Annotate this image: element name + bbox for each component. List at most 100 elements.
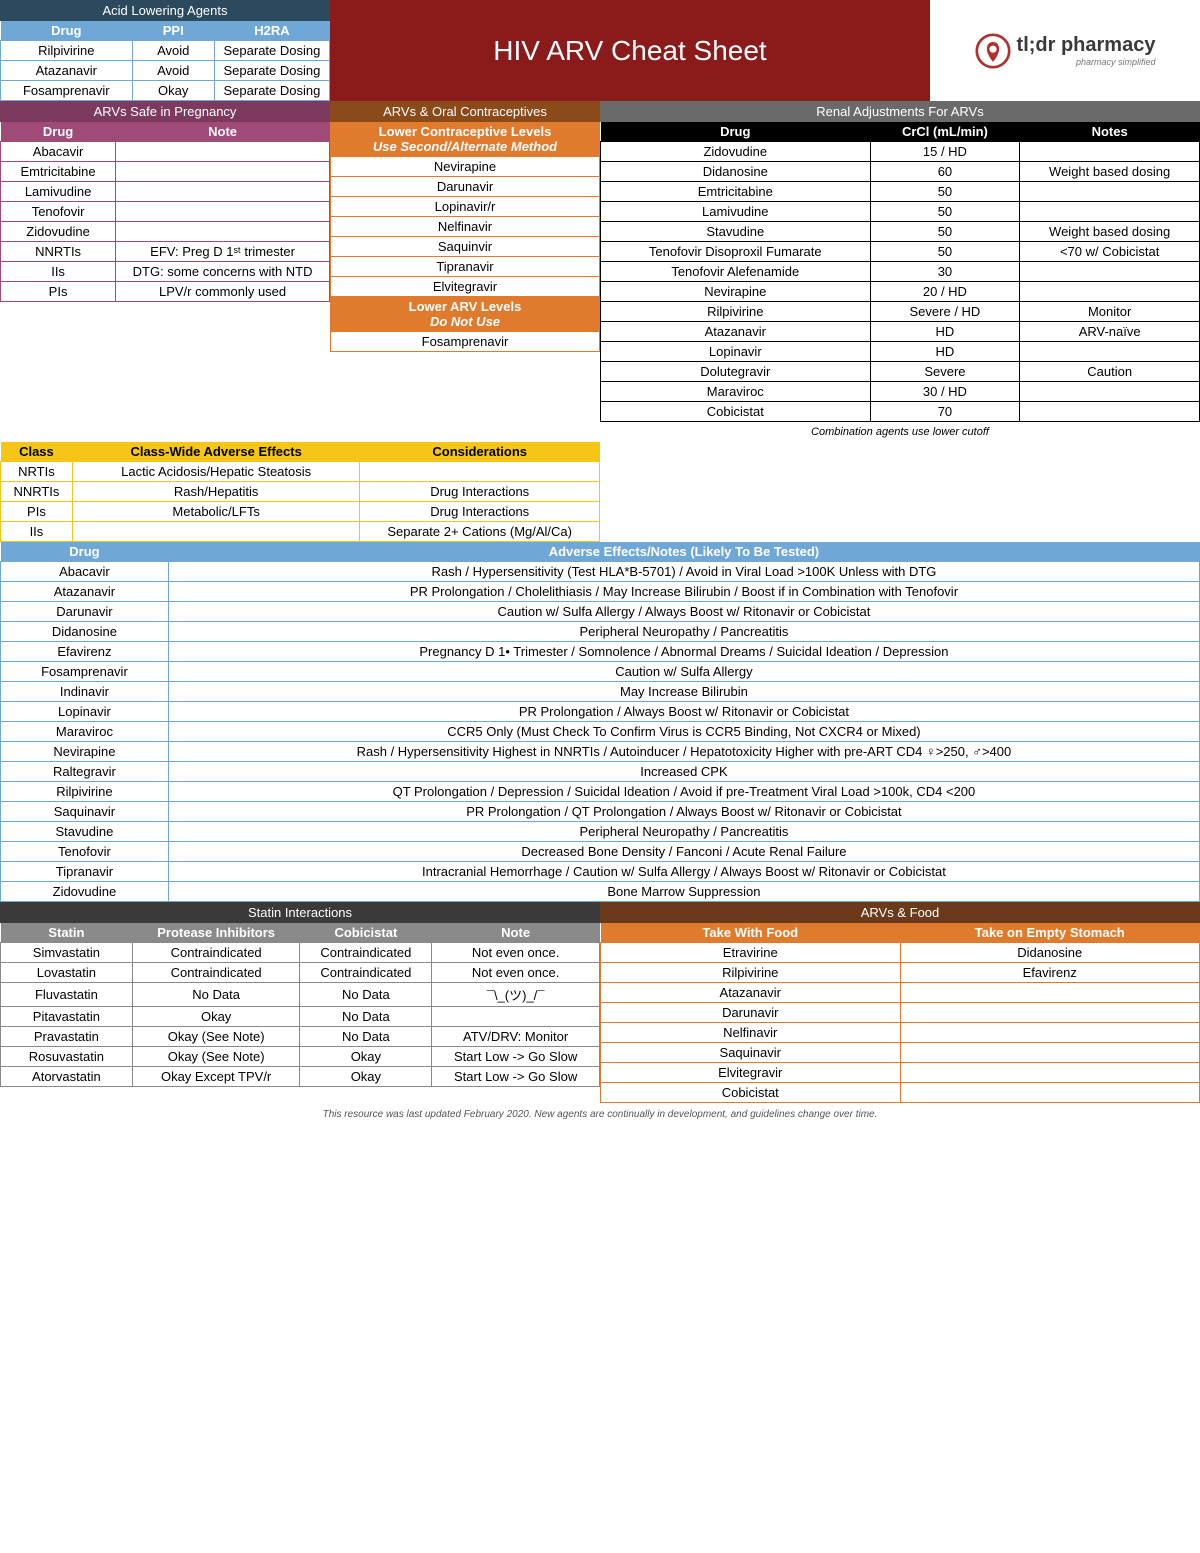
table-row: PIsMetabolic/LFTsDrug Interactions [1,502,600,522]
table-row: Nevirapine20 / HD [601,282,1200,302]
table-cell: Increased CPK [168,762,1199,782]
footer-note: This resource was last updated February … [0,1103,1200,1126]
renal-table: Drug CrCl (mL/min) Notes Zidovudine15 / … [600,122,1200,422]
table-cell: Atorvastatin [1,1067,133,1087]
table-cell: Cobicistat [601,1083,901,1103]
table-cell: Fosamprenavir [1,81,133,101]
table-cell: Lopinavir [601,342,871,362]
table-cell: 50 [870,182,1020,202]
table-row: Abacavir [1,142,330,162]
table-row: AtazanavirHDARV-naïve [601,322,1200,342]
pregnancy-block: ARVs Safe in Pregnancy Drug Note Abacavi… [0,101,330,442]
table-row: Stavudine50Weight based dosing [601,222,1200,242]
oc-lower-arv-sub-text: Do Not Use [430,314,500,329]
table-cell: Zidovudine [1,882,169,902]
table-cell: 60 [870,162,1020,182]
table-cell: Zidovudine [601,142,871,162]
table-row: StavudinePeripheral Neuropathy / Pancrea… [1,822,1200,842]
table-cell: Avoid [132,41,214,61]
table-cell [116,182,330,202]
table-cell: Pitavastatin [1,1007,133,1027]
table-cell: Saquinavir [601,1043,901,1063]
table-row: TenofovirDecreased Bone Density / Fancon… [1,842,1200,862]
oc-lower-arv-table: Fosamprenavir [330,331,600,352]
table-cell: Okay [132,81,214,101]
table-row: Fosamprenavir [331,332,600,352]
table-cell: Atazanavir [1,582,169,602]
classwide-row: Class Class-Wide Adverse Effects Conside… [0,442,1200,542]
cheat-sheet: Acid Lowering Agents Drug PPI H2RA Rilpi… [0,0,1200,1126]
table-cell: Separate Dosing [214,61,329,81]
table-cell: Lamivudine [1,182,116,202]
table-cell: Raltegravir [1,762,169,782]
table-row: Didanosine60Weight based dosing [601,162,1200,182]
table-cell: Okay [300,1047,432,1067]
table-cell: Decreased Bone Density / Fanconi / Acute… [168,842,1199,862]
table-cell: IIs [1,522,73,542]
table-row: LopinavirPR Prolongation / Always Boost … [1,702,1200,722]
table-cell: PIs [1,502,73,522]
table-cell: Tenofovir [1,842,169,862]
food-title: ARVs & Food [600,902,1200,923]
table-cell: 50 [870,242,1020,262]
renal-title: Renal Adjustments For ARVs [600,101,1200,122]
table-row: EtravirineDidanosine [601,943,1200,963]
oc-lower-arv-head-text: Lower ARV Levels [409,299,522,314]
oc-lower-contra-table: NevirapineDarunavirLopinavir/rNelfinavir… [330,156,600,297]
table-cell: Not even once. [432,943,600,963]
statin-table: Statin Protease Inhibitors Cobicistat No… [0,923,600,1087]
table-row: Saquinvir [331,237,600,257]
statin-col-note: Note [432,923,600,943]
food-block: ARVs & Food Take With Food Take on Empty… [600,902,1200,1103]
table-cell [1020,402,1200,422]
food-col-with: Take With Food [601,923,901,943]
table-cell: 50 [870,222,1020,242]
table-cell: 30 [870,262,1020,282]
table-row: Darunavir [601,1003,1200,1023]
table-cell: Nevirapine [331,157,600,177]
table-cell: No Data [300,1027,432,1047]
table-row: Nevirapine [331,157,600,177]
statin-title: Statin Interactions [0,902,600,923]
table-row: RilpivirineQT Prolongation / Depression … [1,782,1200,802]
logo-brand: tl;dr pharmacy [1017,34,1156,57]
table-cell: Fosamprenavir [1,662,169,682]
table-cell: Abacavir [1,562,169,582]
logo: tl;dr pharmacy pharmacy simplified [930,0,1200,101]
table-cell: PR Prolongation / QT Prolongation / Alwa… [168,802,1199,822]
acid-title: Acid Lowering Agents [0,0,330,21]
table-cell: Separate Dosing [214,41,329,61]
table-row: FosamprenavirCaution w/ Sulfa Allergy [1,662,1200,682]
table-cell: Darunavir [331,177,600,197]
oc-lower-arv-head: Lower ARV Levels Do Not Use [330,297,600,331]
renal-col-crcl: CrCl (mL/min) [870,122,1020,142]
table-row: FosamprenavirOkaySeparate Dosing [1,81,330,101]
table-row: Lopinavir/r [331,197,600,217]
table-row: Elvitegravir [601,1063,1200,1083]
table-cell: NRTIs [1,462,73,482]
acid-col-h2ra: H2RA [214,21,329,41]
table-cell: Contraindicated [300,963,432,983]
acid-lowering-block: Acid Lowering Agents Drug PPI H2RA Rilpi… [0,0,330,101]
table-cell: Nelfinavir [331,217,600,237]
table-cell: Rilpivirine [601,963,901,983]
table-cell: Dolutegravir [601,362,871,382]
table-cell: Caution [1020,362,1200,382]
table-cell [1020,382,1200,402]
oral-contraceptive-block: ARVs & Oral Contraceptives Lower Contrac… [330,101,600,442]
table-cell: Rilpivirine [1,41,133,61]
table-cell: Tenofovir Alefenamide [601,262,871,282]
table-cell: Atazanavir [601,983,901,1003]
table-cell: Okay (See Note) [132,1027,300,1047]
acid-col-ppi: PPI [132,21,214,41]
table-cell: Drug Interactions [360,502,600,522]
renal-col-notes: Notes [1020,122,1200,142]
page-title: HIV ARV Cheat Sheet [330,0,930,101]
table-row: Emtricitabine50 [601,182,1200,202]
table-row: NevirapineRash / Hypersensitivity Highes… [1,742,1200,762]
table-cell: Separate Dosing [214,81,329,101]
renal-block: Renal Adjustments For ARVs Drug CrCl (mL… [600,101,1200,442]
table-cell: PIs [1,282,116,302]
table-cell: HD [870,342,1020,362]
table-cell: Rash / Hypersensitivity Highest in NNRTI… [168,742,1199,762]
